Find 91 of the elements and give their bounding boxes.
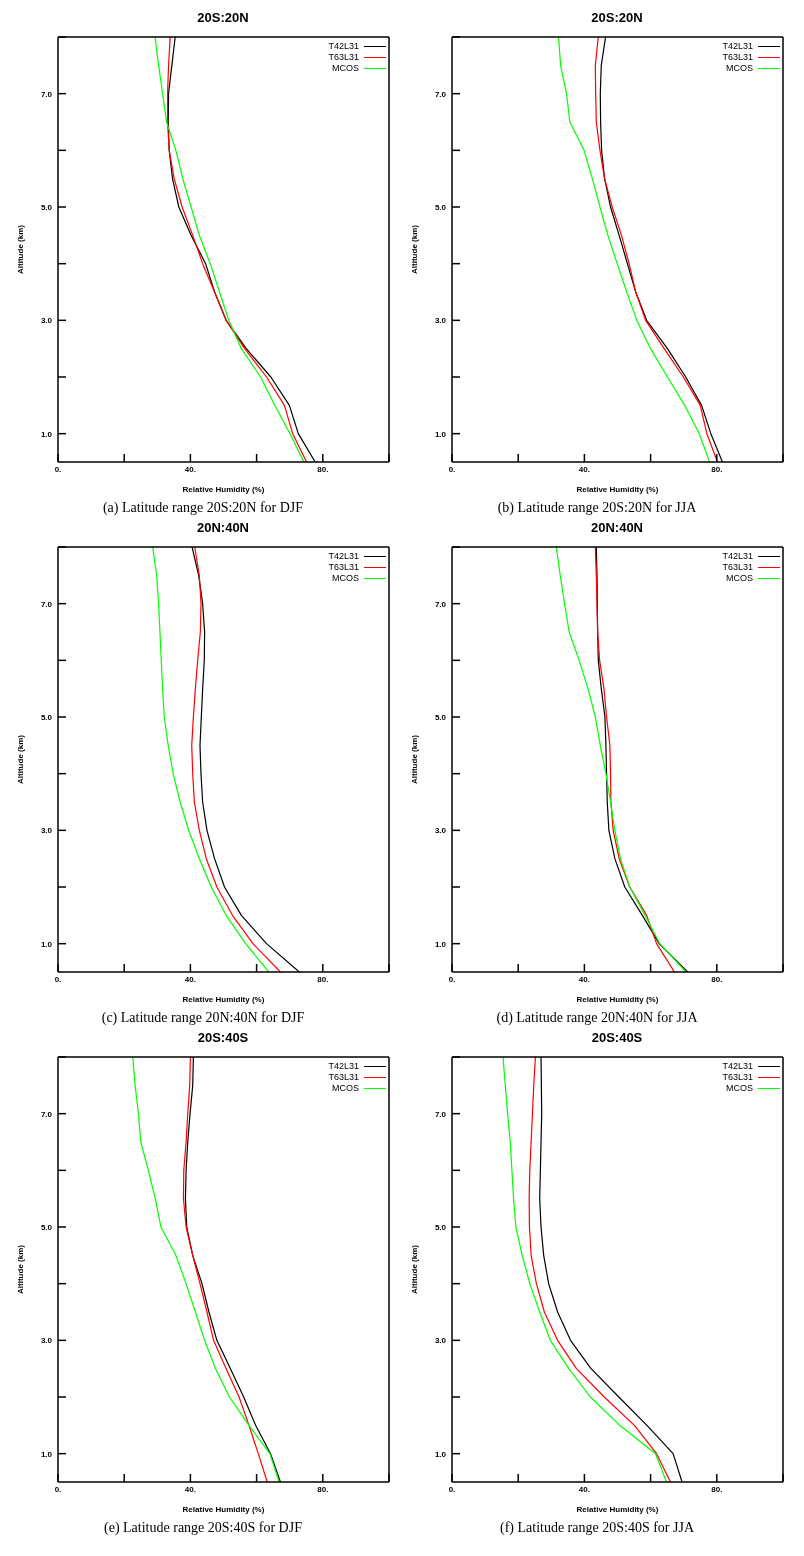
chart-title: 20S:40S [590, 1029, 644, 1047]
legend-label: T42L31 [722, 551, 753, 562]
legend-label: T42L31 [328, 551, 359, 562]
y-tick-label: 5.0 [434, 712, 447, 722]
x-axis-title: Relative Humidity (%) [576, 995, 659, 1004]
text: (f) Latitude range 20S:40S for JJA [499, 1520, 695, 1536]
x-axis-title: Relative Humidity (%) [576, 485, 659, 494]
legend-label: T63L31 [328, 52, 359, 63]
x-tick-label: 40. [578, 974, 590, 984]
legend-label: MCOS [332, 1083, 359, 1094]
line-series [557, 37, 711, 462]
y-axis-title: Altitude (km) [15, 734, 25, 784]
x-tick-label: 0. [448, 464, 456, 474]
y-axis-title: Altitude (km) [15, 224, 25, 274]
y-axis-title: Altitude (km) [409, 734, 419, 784]
chart-title: 20S:20N [590, 9, 644, 27]
legend-label: T42L31 [722, 41, 753, 52]
y-tick-label: 3.0 [40, 826, 53, 836]
legend-label: T63L31 [328, 1072, 359, 1083]
legend-label: T42L31 [328, 1061, 359, 1072]
y-tick-label: 3.0 [434, 316, 447, 326]
y-tick-label: 5.0 [434, 1222, 447, 1232]
y-tick-label: 1.0 [434, 1449, 447, 1459]
y-tick-label: 1.0 [434, 429, 447, 439]
y-tick-label: 7.0 [40, 89, 53, 99]
y-tick-label: 1.0 [40, 1449, 53, 1459]
legend-label: MCOS [726, 1083, 753, 1094]
y-tick-label: 5.0 [40, 712, 53, 722]
chart-title: 20N:40N [196, 519, 250, 537]
y-tick-label: 1.0 [434, 939, 447, 949]
y-tick-label: 7.0 [40, 1109, 53, 1119]
line-series [502, 1057, 668, 1482]
legend-label: T63L31 [328, 562, 359, 573]
x-tick-label: 40. [184, 464, 196, 474]
line-series [182, 1057, 268, 1482]
x-tick-label: 40. [578, 1484, 590, 1494]
y-tick-label: 5.0 [434, 202, 447, 212]
chart-title: 20S:20N [196, 9, 250, 27]
x-tick-label: 0. [54, 464, 62, 474]
text: (b) Latitude range 20S:20N for JJA [496, 500, 698, 516]
y-axis-title: Altitude (km) [409, 1244, 419, 1294]
legend-label: MCOS [726, 63, 753, 74]
text: (d) Latitude range 20N:40N for JJA [495, 1010, 699, 1026]
x-tick-label: 0. [54, 974, 62, 984]
y-tick-label: 5.0 [40, 202, 53, 212]
legend-label: T42L31 [328, 41, 359, 52]
y-tick-label: 3.0 [434, 826, 447, 836]
x-axis-title: Relative Humidity (%) [182, 1505, 265, 1514]
y-tick-label: 7.0 [434, 1109, 447, 1119]
x-tick-label: 0. [448, 1484, 456, 1494]
text: (a) Latitude range 20S:20N for DJF [101, 500, 305, 516]
x-tick-label: 0. [448, 974, 456, 984]
legend-label: T63L31 [722, 52, 753, 63]
x-tick-label: 80. [317, 974, 329, 984]
x-tick-label: 80. [711, 974, 723, 984]
legend-label: MCOS [332, 63, 359, 74]
text: (e) Latitude range 20S:40S for DJF [103, 1520, 303, 1536]
legend-label: T63L31 [722, 1072, 753, 1083]
text: (c) Latitude range 20N:40N for DJF [100, 1010, 306, 1026]
x-tick-label: 40. [184, 1484, 196, 1494]
line-series [555, 547, 687, 972]
x-axis-title: Relative Humidity (%) [576, 1505, 659, 1514]
x-tick-label: 0. [54, 1484, 62, 1494]
y-tick-label: 1.0 [40, 429, 53, 439]
line-series [152, 547, 270, 972]
chart-title: 20S:40S [196, 1029, 250, 1047]
x-tick-label: 80. [711, 1484, 723, 1494]
line-series [191, 547, 282, 972]
legend-label: MCOS [332, 573, 359, 584]
y-tick-label: 7.0 [40, 599, 53, 609]
y-axis-title: Altitude (km) [15, 1244, 25, 1294]
chart-title: 20N:40N [590, 519, 644, 537]
x-tick-label: 40. [578, 464, 590, 474]
x-tick-label: 80. [317, 1484, 329, 1494]
y-tick-label: 3.0 [434, 1336, 447, 1346]
y-tick-label: 7.0 [434, 599, 447, 609]
y-tick-label: 3.0 [40, 316, 53, 326]
y-axis-title: Altitude (km) [409, 224, 419, 274]
x-tick-label: 80. [711, 464, 723, 474]
line-series [132, 1057, 280, 1482]
legend-label: T42L31 [722, 1061, 753, 1072]
y-tick-label: 5.0 [40, 1222, 53, 1232]
x-axis-title: Relative Humidity (%) [182, 995, 265, 1004]
legend-label: MCOS [726, 573, 753, 584]
x-tick-label: 40. [184, 974, 196, 984]
x-axis-title: Relative Humidity (%) [182, 485, 265, 494]
x-tick-label: 80. [317, 464, 329, 474]
y-tick-label: 7.0 [434, 89, 447, 99]
legend-label: T63L31 [722, 562, 753, 573]
y-tick-label: 3.0 [40, 1336, 53, 1346]
y-tick-label: 1.0 [40, 939, 53, 949]
